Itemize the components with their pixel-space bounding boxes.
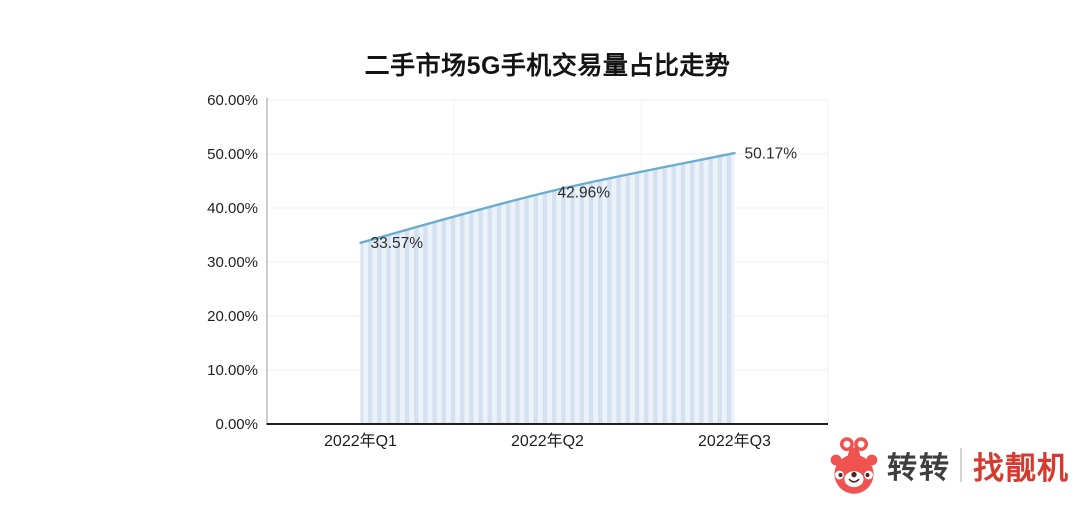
data-point-label: 42.96%	[558, 185, 611, 202]
brand-name-zhaoliangji: 找靓机	[973, 450, 1069, 486]
area-fill	[360, 153, 735, 424]
x-axis-labels: 2022年Q1 2022年Q2 2022年Q3	[324, 432, 771, 450]
y-tick-label: 0.00%	[215, 416, 258, 433]
axes	[266, 98, 828, 425]
y-tick-label: 10.00%	[207, 362, 258, 379]
y-tick-label: 20.00%	[207, 308, 258, 325]
zhuanzhuan-bear-mascot-icon	[830, 437, 878, 494]
y-axis-labels: 0.00% 10.00% 20.00% 30.00% 40.00% 50.00% 60.00…	[207, 92, 258, 433]
data-point-label: 50.17%	[745, 146, 798, 163]
y-tick-label: 30.00%	[207, 254, 258, 271]
x-tick-label: 2022年Q3	[698, 432, 771, 450]
brand-name-zhuanzhuan: 转转	[887, 452, 951, 485]
y-tick-label: 40.00%	[207, 200, 258, 217]
wind-up-key	[840, 437, 868, 456]
data-labels: 33.57% 42.96% 50.17%	[371, 146, 798, 253]
x-tick-label: 2022年Q1	[324, 432, 397, 450]
brand-logo: 转转 找靓机	[829, 429, 1069, 501]
chart-title: 二手市场5G手机交易量占比走势	[364, 52, 731, 80]
x-tick-label: 2022年Q2	[511, 432, 584, 450]
trend-line	[359, 151, 736, 244]
y-tick-label: 50.00%	[207, 146, 258, 163]
data-point-label: 33.57%	[371, 235, 424, 252]
logo-divider	[960, 448, 962, 482]
bear-face	[835, 470, 873, 488]
y-tick-label: 60.00%	[207, 92, 258, 109]
